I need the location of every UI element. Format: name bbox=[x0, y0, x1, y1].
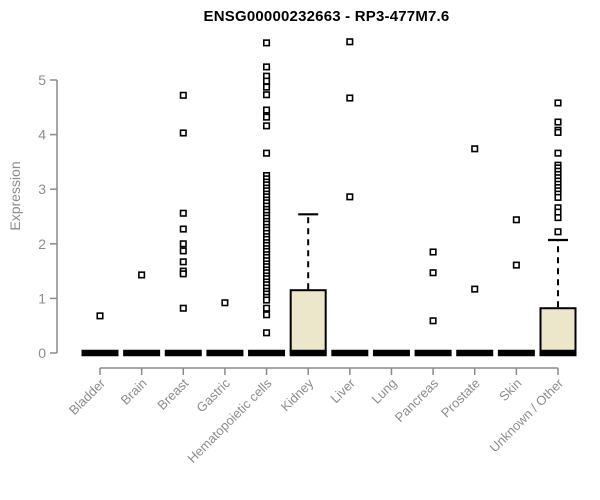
outlier-point bbox=[179, 129, 187, 137]
outlier-point bbox=[262, 329, 271, 337]
outlier-point bbox=[554, 214, 562, 222]
box-plot-median bbox=[206, 349, 244, 357]
x-axis-category-label: Gastric bbox=[193, 375, 233, 415]
outlier-point bbox=[429, 269, 437, 277]
y-axis-title: Expression bbox=[7, 161, 23, 230]
outlier-point bbox=[262, 311, 271, 319]
outlier-point bbox=[262, 106, 271, 114]
outlier-point bbox=[262, 296, 271, 304]
outlier-point bbox=[138, 271, 146, 279]
y-axis-tick-label: 4 bbox=[38, 127, 46, 143]
outlier-point bbox=[512, 261, 520, 269]
box-plot-median bbox=[248, 349, 286, 357]
outlier-point bbox=[429, 317, 437, 325]
outlier-point bbox=[179, 270, 187, 278]
outlier-point bbox=[262, 77, 271, 85]
outlier-point bbox=[262, 63, 271, 71]
outlier-point bbox=[221, 299, 229, 307]
y-axis-tick-label: 3 bbox=[38, 181, 46, 197]
x-axis-category-label: Unknown / Other bbox=[487, 375, 567, 455]
box-plot-median bbox=[164, 349, 202, 357]
x-axis-category-label: Lung bbox=[369, 376, 400, 407]
outlier-point bbox=[429, 248, 437, 256]
x-axis-category-label: Brain bbox=[118, 376, 150, 408]
outlier-point bbox=[262, 122, 271, 130]
outlier-point bbox=[346, 94, 354, 102]
box-plot-median bbox=[331, 349, 369, 357]
outlier-point bbox=[179, 304, 187, 312]
x-axis-category-label: Kidney bbox=[278, 375, 317, 414]
outlier-point bbox=[346, 193, 354, 201]
box-plot-median bbox=[414, 349, 452, 357]
outlier-point bbox=[554, 128, 562, 136]
outlier-point bbox=[262, 113, 271, 121]
chart-title: ENSG00000232663 - RP3-477M7.6 bbox=[203, 8, 450, 25]
outlier-point bbox=[262, 149, 271, 157]
outlier-point bbox=[262, 83, 271, 91]
outlier-point bbox=[554, 99, 562, 107]
outlier-point bbox=[554, 228, 562, 236]
outlier-point bbox=[262, 304, 271, 312]
y-axis-tick-label: 1 bbox=[38, 290, 46, 306]
outlier-point bbox=[179, 247, 187, 255]
outlier-point bbox=[262, 91, 271, 99]
x-axis-category-label: Breast bbox=[154, 375, 191, 412]
x-axis-category-label: Bladder bbox=[66, 375, 109, 418]
x-axis-category-label: Prostate bbox=[438, 376, 483, 421]
x-axis-category-label: Liver bbox=[327, 375, 358, 406]
outlier-point bbox=[179, 240, 187, 248]
outlier-point bbox=[179, 225, 187, 233]
x-axis-category-label: Skin bbox=[496, 376, 524, 404]
outlier-point bbox=[471, 285, 479, 293]
box-plot-median bbox=[372, 349, 410, 357]
outlier-point bbox=[554, 193, 562, 201]
box-plot-box bbox=[539, 307, 577, 354]
outlier-point bbox=[179, 91, 187, 99]
box-plot-median bbox=[456, 349, 494, 357]
outlier-point bbox=[512, 216, 520, 224]
outlier-point bbox=[471, 145, 479, 153]
y-axis-tick-label: 5 bbox=[38, 72, 46, 88]
outlier-point bbox=[179, 209, 187, 217]
y-axis-tick-label: 0 bbox=[38, 345, 46, 361]
outlier-point bbox=[554, 118, 562, 126]
outlier-point bbox=[179, 258, 187, 266]
box-plot-median bbox=[539, 349, 577, 357]
y-axis-tick-label: 2 bbox=[38, 236, 46, 252]
x-axis-category-label: Pancreas bbox=[392, 375, 442, 425]
box-plot-median bbox=[497, 349, 535, 357]
box-plot-median bbox=[289, 349, 327, 357]
box-plot-median bbox=[123, 349, 161, 357]
outlier-point bbox=[346, 38, 354, 46]
outlier-point bbox=[554, 149, 562, 157]
box-plot-median bbox=[81, 349, 119, 357]
outlier-point bbox=[262, 39, 271, 47]
outlier-point bbox=[96, 312, 104, 320]
box-plot-box bbox=[289, 289, 327, 354]
